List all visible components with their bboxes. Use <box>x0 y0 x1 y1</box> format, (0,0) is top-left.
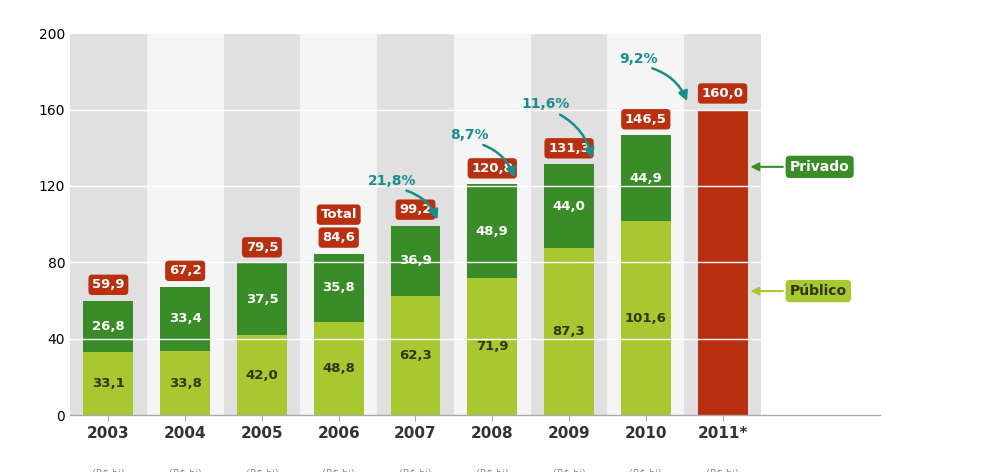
Bar <box>621 221 671 415</box>
Bar <box>237 263 287 335</box>
Text: 87,3: 87,3 <box>553 325 585 338</box>
Text: 44,0: 44,0 <box>553 200 585 213</box>
Text: 71,9: 71,9 <box>476 340 509 353</box>
Bar <box>531 33 607 415</box>
Text: 11,6%: 11,6% <box>522 97 570 111</box>
Text: 9,2%: 9,2% <box>619 51 657 66</box>
Bar <box>237 335 287 415</box>
Text: (R$ bi): (R$ bi) <box>169 469 202 472</box>
Bar <box>621 135 671 221</box>
Text: Público: Público <box>753 284 847 298</box>
Text: 160,0: 160,0 <box>702 87 744 100</box>
Bar <box>698 110 748 415</box>
Text: 33,4: 33,4 <box>169 312 202 325</box>
Text: 36,9: 36,9 <box>399 254 432 268</box>
Text: Privado: Privado <box>753 160 850 174</box>
Text: (R$ bi): (R$ bi) <box>246 469 278 472</box>
Text: 67,2: 67,2 <box>169 264 201 278</box>
Bar <box>83 301 133 352</box>
Bar <box>314 253 364 322</box>
Text: 33,8: 33,8 <box>169 377 202 389</box>
Bar <box>300 33 377 415</box>
Text: 99,2: 99,2 <box>399 203 432 216</box>
Text: 26,8: 26,8 <box>92 320 125 333</box>
Bar <box>377 33 454 415</box>
Bar <box>160 287 210 351</box>
Text: 33,1: 33,1 <box>92 377 125 390</box>
Bar <box>224 33 300 415</box>
Text: (R$ bi): (R$ bi) <box>92 469 125 472</box>
Text: 37,5: 37,5 <box>246 293 278 306</box>
Bar <box>544 164 594 248</box>
Text: (R$ bi): (R$ bi) <box>553 469 585 472</box>
Text: (R$ bi): (R$ bi) <box>706 469 739 472</box>
Text: (R$ bi): (R$ bi) <box>476 469 509 472</box>
Bar <box>147 33 224 415</box>
Text: 21,8%: 21,8% <box>368 174 417 188</box>
Text: 84,6: 84,6 <box>322 231 355 244</box>
Text: Total: Total <box>320 208 357 221</box>
Text: 8,7%: 8,7% <box>450 128 489 142</box>
Text: 62,3: 62,3 <box>399 349 432 362</box>
Bar <box>70 33 147 415</box>
Bar <box>544 248 594 415</box>
Bar <box>314 322 364 415</box>
Text: 44,9: 44,9 <box>629 172 662 185</box>
Text: 59,9: 59,9 <box>92 278 125 291</box>
Text: 79,5: 79,5 <box>246 241 278 254</box>
Bar <box>467 185 517 278</box>
Text: 131,3: 131,3 <box>548 142 590 155</box>
Text: 120,8: 120,8 <box>471 162 513 175</box>
Text: 42,0: 42,0 <box>246 369 278 382</box>
Bar <box>391 226 440 296</box>
Text: 146,5: 146,5 <box>625 113 667 126</box>
Text: (R$ bi): (R$ bi) <box>399 469 432 472</box>
Text: 48,8: 48,8 <box>322 362 355 375</box>
Bar <box>684 33 761 415</box>
Bar <box>83 352 133 415</box>
Bar <box>454 33 531 415</box>
Text: (R$ bi): (R$ bi) <box>629 469 662 472</box>
Text: 35,8: 35,8 <box>322 281 355 295</box>
Text: 101,6: 101,6 <box>625 312 667 325</box>
Bar <box>391 296 440 415</box>
Bar <box>607 33 684 415</box>
Bar <box>160 351 210 415</box>
Bar <box>467 278 517 415</box>
Text: (R$ bi): (R$ bi) <box>322 469 355 472</box>
Text: 48,9: 48,9 <box>476 225 509 238</box>
